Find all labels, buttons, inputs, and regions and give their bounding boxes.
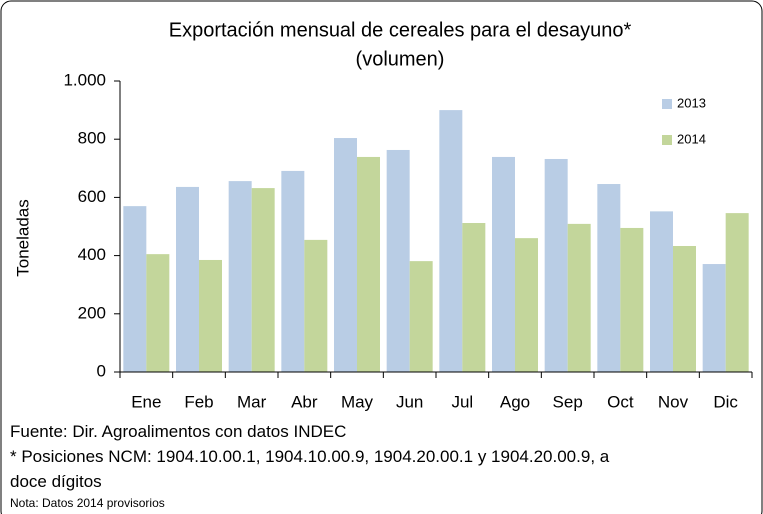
- bar: [304, 239, 328, 372]
- x-tick-label: May: [341, 392, 374, 411]
- bar: [620, 227, 644, 372]
- bar: [673, 245, 696, 372]
- x-tick-label: Dic: [713, 392, 738, 411]
- x-tick-label: Ene: [131, 392, 161, 411]
- y-tick-label: 800: [78, 129, 106, 148]
- bar: [334, 138, 357, 372]
- y-axis-label: Toneladas: [13, 199, 32, 277]
- x-tick-label: Sep: [553, 392, 583, 411]
- note: Fuente: Dir. Agroalimentos con datos IND…: [10, 422, 347, 441]
- bar: [725, 213, 749, 372]
- bar: [409, 261, 433, 372]
- x-tick-label: Feb: [184, 392, 213, 411]
- bar: [650, 211, 673, 372]
- bar: [228, 181, 252, 372]
- chart-title: Exportación mensual de cereales para el …: [169, 19, 632, 41]
- legend-label: 2014: [677, 131, 706, 146]
- notes: Fuente: Dir. Agroalimentos con datos IND…: [10, 419, 650, 494]
- legend-swatch: [662, 99, 672, 109]
- y-tick-label: 400: [78, 245, 106, 264]
- bar: [567, 223, 591, 372]
- x-tick-label: Oct: [607, 392, 634, 411]
- x-tick-label: Jul: [451, 392, 473, 411]
- bar: [702, 264, 726, 372]
- bar: [462, 223, 486, 372]
- x-tick-label: Abr: [291, 392, 318, 411]
- x-tick-label: Mar: [237, 392, 267, 411]
- bar: [515, 238, 538, 372]
- note: * Posiciones NCM: 1904.10.00.1, 1904.10.…: [10, 447, 610, 491]
- bar: [146, 254, 170, 372]
- bar: [251, 188, 275, 372]
- bar: [176, 186, 199, 372]
- y-tick-label: 1.000: [63, 70, 106, 89]
- x-tick-label: Jun: [396, 392, 423, 411]
- x-tick-label: Nov: [658, 392, 689, 411]
- y-tick-label: 200: [78, 303, 106, 322]
- legend-swatch: [662, 135, 672, 145]
- bar: [199, 259, 222, 372]
- bar: [357, 156, 380, 372]
- bar: [492, 156, 515, 372]
- x-tick-label: Ago: [500, 392, 530, 411]
- bar: [386, 149, 410, 372]
- chart-subtitle: (volumen): [356, 48, 445, 70]
- bar: [544, 158, 568, 372]
- y-tick-label: 0: [97, 361, 106, 380]
- bar: [439, 110, 463, 372]
- footnote: Nota: Datos 2014 provisorios: [10, 496, 165, 510]
- y-tick-label: 600: [78, 187, 106, 206]
- bar: [597, 184, 621, 372]
- bar: [123, 206, 147, 372]
- legend-label: 2013: [677, 95, 706, 110]
- bar: [281, 170, 305, 372]
